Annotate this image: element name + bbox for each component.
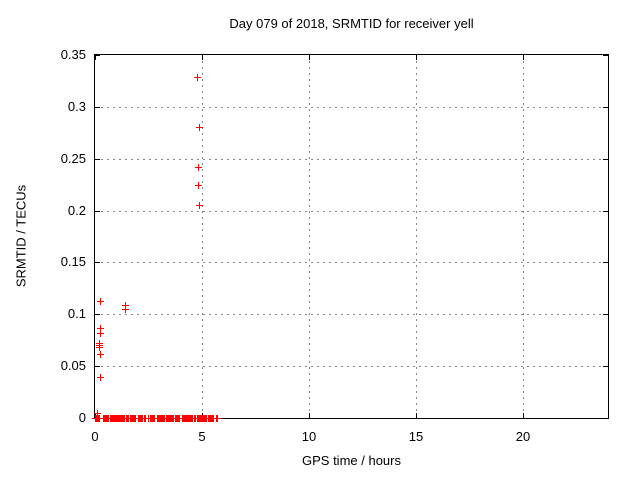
data-point-marker bbox=[96, 415, 103, 422]
v-gridline bbox=[523, 55, 524, 418]
x-tick-mark bbox=[523, 413, 524, 418]
h-gridline bbox=[95, 159, 608, 160]
h-gridline bbox=[95, 211, 608, 212]
y-tick-label: 0 bbox=[78, 410, 86, 425]
x-tick-label: 0 bbox=[91, 429, 99, 444]
y-tick-label: 0.25 bbox=[60, 151, 86, 166]
x-tick-mark bbox=[416, 413, 417, 418]
y-tick-label: 0.15 bbox=[60, 254, 86, 269]
y-tick-mark bbox=[95, 262, 100, 263]
data-point-marker bbox=[97, 351, 104, 358]
plot-area: 0 5 10 15 20 0 0.05 0.1 0.15 0.2 0.25 0.3 0.35 bbox=[61, 47, 609, 444]
x-tick-label: 20 bbox=[515, 429, 531, 444]
h-gridline bbox=[95, 107, 608, 108]
h-gridline bbox=[95, 314, 608, 315]
data-point-marker bbox=[214, 415, 221, 422]
data-point-marker bbox=[97, 298, 104, 305]
y-tick-mark bbox=[95, 55, 100, 56]
y-axis-label: SRMTID / TECUs bbox=[13, 184, 29, 288]
y-tick-mark bbox=[95, 159, 100, 160]
x-tick-mark bbox=[416, 55, 417, 60]
y-tick-mark bbox=[95, 366, 100, 367]
v-gridline bbox=[202, 55, 203, 418]
y-tick-mark bbox=[95, 107, 100, 108]
data-point-marker bbox=[196, 202, 203, 209]
v-gridline bbox=[309, 55, 310, 418]
y-tick-mark bbox=[603, 107, 608, 108]
chart-title: Day 079 of 2018, SRMTID for receiver yel… bbox=[229, 16, 474, 31]
data-point-marker bbox=[196, 124, 203, 131]
x-tick-mark bbox=[309, 413, 310, 418]
x-tick-mark bbox=[202, 55, 203, 60]
data-point-marker bbox=[194, 74, 201, 81]
y-tick-mark bbox=[603, 314, 608, 315]
data-point-marker bbox=[122, 306, 129, 313]
y-tick-mark bbox=[603, 366, 608, 367]
x-tick-label: 15 bbox=[408, 429, 424, 444]
x-tick-mark bbox=[523, 55, 524, 60]
h-gridline bbox=[95, 262, 608, 263]
data-point-marker bbox=[97, 374, 104, 381]
x-tick-mark bbox=[309, 55, 310, 60]
data-point-marker bbox=[96, 342, 103, 349]
y-tick-mark bbox=[95, 211, 100, 212]
y-tick-label: 0.3 bbox=[67, 99, 86, 114]
x-axis-label: GPS time / hours bbox=[302, 453, 401, 468]
x-tick-mark bbox=[95, 55, 96, 60]
y-tick-label: 0.2 bbox=[67, 203, 86, 218]
y-tick-label: 0.05 bbox=[60, 358, 86, 373]
v-gridline bbox=[416, 55, 417, 418]
y-tick-mark bbox=[603, 418, 608, 419]
y-tick-label: 0.1 bbox=[67, 306, 86, 321]
data-point-marker bbox=[94, 410, 101, 417]
data-point-marker bbox=[195, 182, 202, 189]
y-tick-mark bbox=[603, 262, 608, 263]
y-tick-mark bbox=[95, 314, 100, 315]
data-point-marker bbox=[97, 325, 104, 332]
x-tick-label: 5 bbox=[198, 429, 206, 444]
x-tick-label: 10 bbox=[301, 429, 317, 444]
data-point-marker bbox=[97, 330, 104, 337]
h-gridline bbox=[95, 366, 608, 367]
y-tick-label: 0.35 bbox=[60, 47, 86, 62]
y-tick-mark bbox=[603, 159, 608, 160]
y-tick-mark bbox=[603, 55, 608, 56]
y-tick-mark bbox=[603, 211, 608, 212]
data-point-marker bbox=[122, 302, 129, 309]
data-point-marker bbox=[195, 164, 202, 171]
